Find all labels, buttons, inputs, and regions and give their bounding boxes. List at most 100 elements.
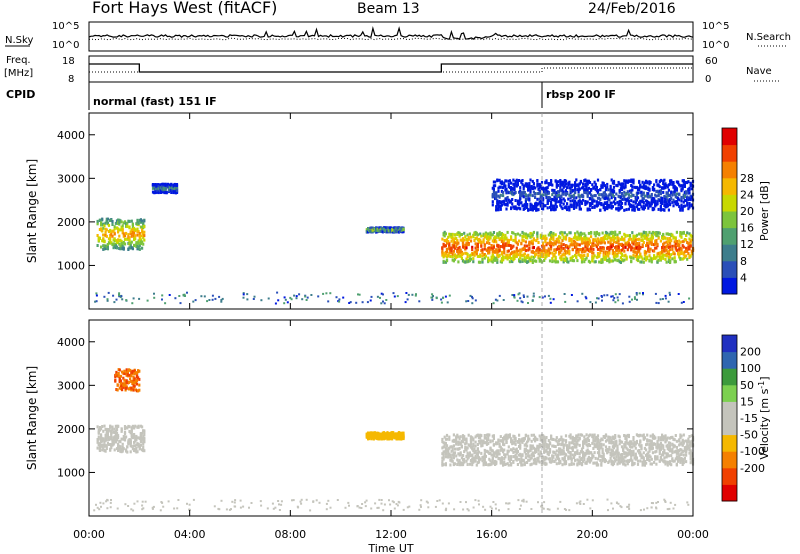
cell xyxy=(131,227,134,231)
cell xyxy=(530,447,533,451)
cell xyxy=(503,457,506,460)
cell xyxy=(479,260,482,264)
cell xyxy=(594,187,597,191)
cell xyxy=(621,302,624,305)
cell xyxy=(555,200,558,204)
cell xyxy=(479,436,482,440)
cell xyxy=(529,190,532,194)
cell xyxy=(506,436,509,440)
cell xyxy=(130,386,133,390)
cell xyxy=(662,242,665,246)
cell xyxy=(496,299,499,302)
cell xyxy=(521,437,524,441)
cell xyxy=(500,460,503,464)
cell xyxy=(119,247,122,251)
cell xyxy=(497,244,500,248)
cell xyxy=(97,437,100,441)
cell xyxy=(531,451,534,455)
cell xyxy=(578,443,581,447)
cell xyxy=(465,238,468,241)
cell xyxy=(610,206,613,210)
cell xyxy=(499,185,502,189)
cell xyxy=(200,295,203,298)
cell xyxy=(610,245,613,249)
cell xyxy=(653,188,656,192)
cell xyxy=(658,231,661,235)
cell xyxy=(503,437,506,441)
cell xyxy=(675,180,678,184)
cell xyxy=(650,232,653,236)
cell xyxy=(663,199,666,203)
cell xyxy=(305,299,308,301)
cell xyxy=(623,197,626,200)
cell xyxy=(611,295,614,298)
cell xyxy=(450,246,453,250)
cell xyxy=(113,435,116,439)
cell xyxy=(665,245,668,249)
cell xyxy=(500,200,503,204)
cell xyxy=(689,233,692,237)
cell xyxy=(507,183,510,186)
cell xyxy=(284,298,287,301)
cell xyxy=(488,457,491,461)
cell xyxy=(449,250,452,254)
cell xyxy=(690,238,693,242)
cell xyxy=(570,194,573,198)
cell xyxy=(667,255,670,259)
cell xyxy=(138,218,141,222)
cell xyxy=(543,247,546,251)
cell xyxy=(580,232,584,236)
cell xyxy=(592,434,595,438)
cell xyxy=(631,185,634,189)
cell xyxy=(277,299,280,302)
cell xyxy=(588,433,592,437)
cell xyxy=(543,204,546,208)
cell xyxy=(466,233,469,237)
cell xyxy=(510,244,513,248)
cell xyxy=(110,233,113,237)
cell xyxy=(566,257,569,261)
cell xyxy=(117,230,120,234)
cell xyxy=(472,449,475,453)
cell xyxy=(559,438,562,442)
cell xyxy=(521,204,524,208)
cell xyxy=(527,449,530,453)
cell xyxy=(574,187,577,191)
cell xyxy=(631,246,634,250)
cell xyxy=(129,244,132,248)
cell xyxy=(103,424,106,428)
cell xyxy=(505,187,508,191)
cell xyxy=(373,227,376,231)
cell xyxy=(641,257,644,261)
cell xyxy=(575,256,578,259)
cell xyxy=(685,191,688,195)
cell xyxy=(132,386,135,390)
cell xyxy=(370,431,373,435)
cell xyxy=(561,457,564,461)
cell xyxy=(570,237,573,241)
cell xyxy=(610,259,613,263)
cell xyxy=(471,446,474,449)
cell xyxy=(463,450,466,454)
cell xyxy=(441,250,444,253)
cell xyxy=(507,240,510,244)
cell xyxy=(492,452,495,456)
cell xyxy=(137,230,140,234)
cell xyxy=(640,190,643,194)
cell xyxy=(392,431,395,435)
cell xyxy=(523,436,526,440)
cell xyxy=(632,178,635,182)
cell xyxy=(542,252,545,256)
cell xyxy=(670,239,673,243)
cell xyxy=(590,247,593,251)
cell xyxy=(662,232,665,236)
cell xyxy=(542,207,545,211)
cell xyxy=(563,184,566,188)
cell xyxy=(679,240,682,244)
cell xyxy=(540,249,544,252)
cell xyxy=(98,428,101,432)
cell xyxy=(577,190,580,194)
cell xyxy=(548,205,552,209)
cell xyxy=(455,438,458,442)
cell xyxy=(574,458,577,462)
